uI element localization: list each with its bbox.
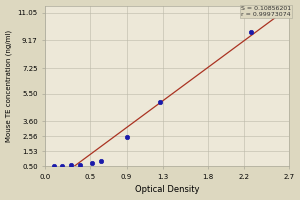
Y-axis label: Mouse TE concentration (ng/ml): Mouse TE concentration (ng/ml) [6, 30, 12, 142]
Point [90, 161, 95, 165]
Text: S = 0.10856201
r = 0.99973074: S = 0.10856201 r = 0.99973074 [241, 6, 291, 17]
Point [68, 164, 73, 167]
Point [158, 100, 162, 103]
Point [77, 163, 82, 166]
Point [52, 165, 57, 168]
Point [59, 164, 64, 168]
X-axis label: Optical Density: Optical Density [135, 185, 200, 194]
Point [124, 136, 129, 139]
Point [249, 30, 254, 33]
Point [99, 159, 104, 162]
Point [276, 10, 280, 14]
